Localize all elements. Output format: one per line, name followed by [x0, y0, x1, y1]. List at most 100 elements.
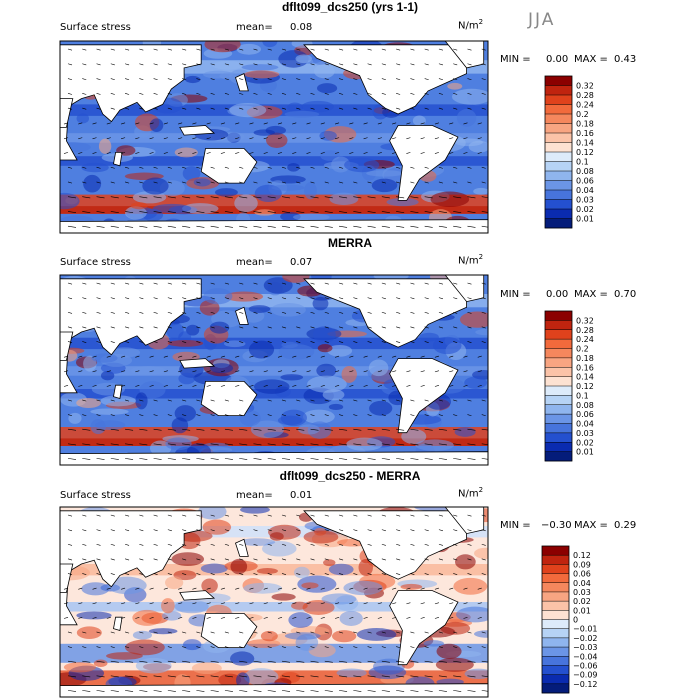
- landmass-1: [60, 98, 74, 128]
- landmass-2: [113, 616, 123, 632]
- landmass-6: [444, 507, 485, 535]
- colorbar-swatch: [545, 95, 572, 105]
- colorbar-swatch: [545, 432, 572, 443]
- colorbar-swatch: [545, 386, 572, 396]
- landmass-0: [60, 278, 202, 394]
- panel-1-min-label: MIN =: [500, 54, 531, 65]
- landmass-6: [444, 275, 485, 303]
- colorbar-level-label: −0.02: [573, 634, 598, 643]
- landmass-2: [113, 384, 123, 400]
- colorbar-level-label: 0.04: [576, 186, 594, 195]
- colorbar-swatch: [545, 114, 572, 124]
- colorbar-level-label: 0.12: [573, 551, 591, 560]
- landmass-9: [235, 73, 249, 92]
- colorbar-level-label: 0: [573, 616, 578, 625]
- colorbar-swatch: [545, 85, 572, 96]
- panel-2-title: MERRA: [328, 236, 372, 250]
- panel-3-max-label: MAX =: [574, 520, 608, 531]
- colorbar-swatch: [542, 601, 569, 611]
- panel-1-mean-value: 0.08: [290, 22, 313, 33]
- colorbar-swatch: [545, 133, 572, 143]
- colorbar-level-label: 0.08: [576, 167, 594, 176]
- landmass-3: [200, 380, 258, 417]
- landmass-6: [444, 41, 485, 69]
- colorbar-2: 0.320.280.240.20.180.160.140.120.10.080.…: [544, 310, 594, 462]
- colorbar-swatch: [545, 442, 572, 452]
- colorbar-swatch: [542, 564, 569, 574]
- panel-1-title: dflt099_dcs250 (yrs 1-1): [281, 0, 419, 14]
- panel-2-min-value: 0.00: [546, 289, 569, 300]
- landmass-3: [200, 148, 258, 184]
- colorbar-swatch: [545, 451, 572, 462]
- colorbar-swatch: [542, 610, 569, 620]
- colorbar-level-label: −0.04: [573, 652, 598, 661]
- colorbar-level-label: 0.01: [573, 606, 591, 615]
- panel-2-units: N/m2: [458, 253, 484, 267]
- colorbar-level-label: 0.01: [576, 215, 594, 224]
- colorbar-level-label: 0.14: [576, 373, 594, 382]
- colorbar-swatch: [545, 142, 572, 153]
- panel-1-units: N/m2: [458, 18, 484, 32]
- panel-2-mean-value: 0.07: [290, 257, 313, 268]
- landmass-8: [179, 590, 216, 601]
- colorbar-swatch: [545, 357, 572, 368]
- colorbar-level-label: 0.09: [573, 560, 591, 569]
- colorbar-level-label: 0.16: [576, 363, 594, 372]
- colorbar-level-label: 0.1: [576, 158, 589, 167]
- landmass-7: [60, 451, 488, 465]
- panel-1-mean-label: mean=: [236, 22, 273, 33]
- panel-2-min-label: MIN =: [500, 289, 531, 300]
- map-frame: [59, 506, 489, 698]
- panel-3-min-label: MIN =: [500, 520, 531, 531]
- colorbar-level-label: 0.28: [576, 326, 594, 335]
- colorbar-swatch: [545, 199, 572, 210]
- colorbar-level-label: 0.12: [576, 148, 594, 157]
- landmass-9: [235, 538, 249, 557]
- colorbar-swatch: [542, 656, 569, 666]
- panel-2-max-label: MAX =: [574, 289, 608, 300]
- colorbar-level-label: 0.18: [576, 120, 594, 129]
- panel-3-variable: Surface stress: [60, 490, 131, 501]
- colorbar-level-label: −0.01: [573, 625, 598, 634]
- colorbar-swatch: [542, 674, 569, 685]
- panel-2-max-value: 0.70: [614, 289, 637, 300]
- panel-3-units: N/m2: [458, 486, 484, 500]
- colorbar-level-label: 0.28: [576, 91, 594, 100]
- map-panel-3: [59, 506, 489, 698]
- colorbar-swatch: [545, 161, 572, 172]
- colorbar-swatch: [545, 339, 572, 349]
- colorbar-swatch: [545, 423, 572, 434]
- colorbar-level-label: 0.2: [576, 110, 589, 119]
- colorbar-level-label: 0.08: [576, 401, 594, 410]
- landmass-1: [60, 331, 74, 361]
- colorbar-level-label: 0.02: [573, 597, 591, 606]
- map-frame: [59, 40, 489, 234]
- colorbar-swatch: [542, 628, 569, 639]
- colorbar-swatch: [545, 395, 572, 406]
- colorbar-level-label: 0.03: [573, 588, 591, 597]
- colorbar-swatch: [545, 311, 572, 321]
- colorbar-level-label: 0.24: [576, 101, 594, 110]
- colorbar-level-label: 0.03: [576, 196, 594, 205]
- panel-3-mean-label: mean=: [236, 490, 273, 501]
- map-frame: [59, 274, 489, 466]
- colorbar-level-label: 0.04: [576, 420, 594, 429]
- landmass-5: [389, 590, 459, 666]
- colorbar-level-label: 0.24: [576, 335, 594, 344]
- season-label: JJA: [528, 10, 556, 30]
- colorbar-swatch: [545, 171, 572, 181]
- map-panel-2: [59, 274, 489, 466]
- landmass-8: [179, 358, 216, 369]
- colorbar-swatch: [542, 582, 569, 593]
- panel-2-mean-label: mean=: [236, 257, 273, 268]
- colorbar-swatch: [545, 320, 572, 331]
- colorbar-swatch: [542, 637, 569, 648]
- colorbar-level-label: −0.12: [573, 680, 598, 689]
- colorbar-level-label: 0.32: [576, 82, 594, 91]
- colorbar-swatch: [545, 348, 572, 359]
- landmass-9: [235, 306, 249, 325]
- panel-1-max-label: MAX =: [574, 54, 608, 65]
- landmass-3: [200, 613, 258, 648]
- landmass-2: [113, 151, 123, 167]
